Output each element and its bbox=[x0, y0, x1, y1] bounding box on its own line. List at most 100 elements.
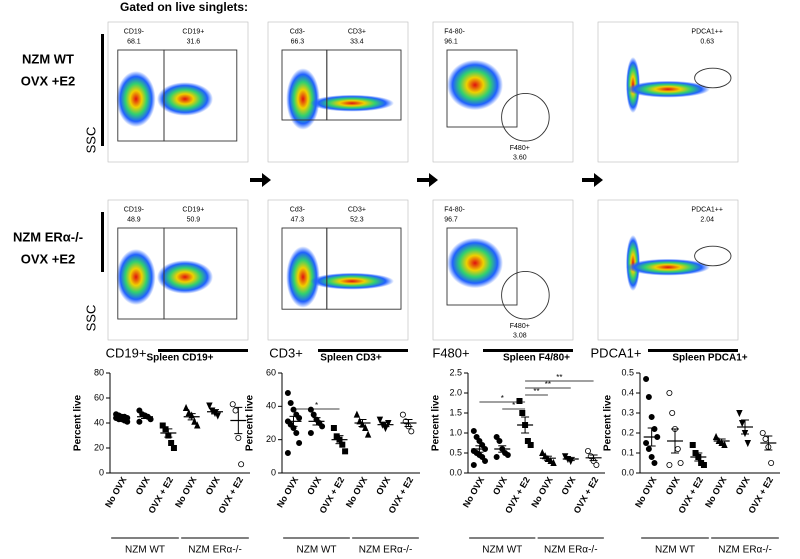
y-tick-label: 1.0 bbox=[449, 427, 462, 437]
significance-label: ** bbox=[533, 387, 539, 396]
x-tick-label: No OVX bbox=[633, 475, 658, 509]
gate-value: 47.3 bbox=[291, 216, 305, 223]
dot bbox=[476, 437, 483, 444]
dot bbox=[651, 459, 658, 466]
plot-frame bbox=[267, 21, 409, 163]
density-blob bbox=[626, 80, 710, 98]
dot bbox=[296, 414, 303, 421]
y-tick-label: 0.5 bbox=[621, 367, 634, 377]
dot bbox=[385, 420, 392, 428]
dot bbox=[310, 411, 317, 418]
y-tick-label: 80 bbox=[94, 367, 104, 377]
dot bbox=[191, 417, 198, 425]
dot bbox=[182, 403, 190, 411]
dot bbox=[482, 457, 489, 464]
y-tick-label: 0.2 bbox=[621, 427, 634, 437]
gate-value: 33.4 bbox=[350, 38, 364, 45]
dot bbox=[669, 409, 676, 416]
dot bbox=[738, 420, 746, 428]
y-axis-label: SSC bbox=[83, 127, 98, 154]
y-tick-label: 0.1 bbox=[621, 447, 634, 457]
gate-value: 96.1 bbox=[444, 38, 458, 45]
dot bbox=[206, 402, 213, 410]
dot bbox=[470, 461, 477, 468]
y-tick-label: 20 bbox=[94, 442, 104, 452]
dot bbox=[238, 461, 245, 468]
dot bbox=[736, 410, 743, 418]
dot bbox=[364, 430, 372, 438]
gate-value: 31.6 bbox=[187, 38, 201, 45]
gate-name: Cd3- bbox=[290, 207, 306, 214]
dot bbox=[504, 451, 511, 458]
gate-name: F4-80- bbox=[444, 29, 465, 36]
chart-title: Spleen F4/80+ bbox=[503, 353, 570, 364]
dot bbox=[651, 425, 658, 432]
x-tick-label: No OVX bbox=[173, 475, 198, 509]
arrows bbox=[250, 173, 603, 187]
group-label: NZM WT bbox=[297, 545, 337, 556]
gate bbox=[446, 49, 518, 128]
gate bbox=[326, 227, 402, 310]
gate bbox=[326, 49, 402, 121]
y-tick-label: 1.5 bbox=[449, 407, 462, 417]
dot bbox=[170, 444, 177, 451]
chart-title: Spleen CD19+ bbox=[147, 353, 214, 364]
y-tick-label: 40 bbox=[266, 401, 276, 411]
density-blob bbox=[157, 260, 213, 294]
gate-name: CD19- bbox=[124, 207, 145, 214]
gate-name: CD19+ bbox=[182, 207, 204, 214]
group-label: NZM ERα-/- bbox=[544, 545, 598, 556]
dot bbox=[648, 413, 655, 420]
significance-label: * bbox=[315, 401, 318, 410]
gate-name: PDCA1++ bbox=[691, 207, 723, 214]
x-axis-label: PDCA1+ bbox=[591, 345, 642, 360]
dot bbox=[319, 423, 326, 430]
dot bbox=[689, 441, 696, 448]
dot bbox=[235, 434, 242, 441]
gate-value: 2.04 bbox=[700, 216, 714, 223]
x-tick-label: OVX bbox=[559, 475, 577, 496]
y-tick-label: 0.3 bbox=[621, 407, 634, 417]
gate-value: 48.9 bbox=[127, 216, 141, 223]
density-blob bbox=[116, 71, 156, 127]
density-blob bbox=[157, 82, 213, 116]
dot bbox=[342, 448, 349, 455]
x-axis-label: CD3+ bbox=[269, 345, 303, 360]
dot bbox=[645, 393, 652, 400]
group-label: NZM WT bbox=[125, 545, 165, 556]
x-tick-label: OVX bbox=[134, 475, 152, 496]
y-tick-label: 0 bbox=[271, 467, 276, 477]
density-blob bbox=[310, 272, 394, 290]
row-label: OVX +E2 bbox=[21, 73, 76, 88]
dot bbox=[666, 389, 673, 396]
gate-value: 52.3 bbox=[350, 216, 364, 223]
y-axis-label: Percent live bbox=[245, 394, 256, 451]
gate-name: CD3+ bbox=[348, 29, 366, 36]
dot bbox=[168, 439, 175, 446]
dot bbox=[768, 459, 775, 466]
gate-name: CD19- bbox=[124, 29, 145, 36]
dot bbox=[759, 429, 766, 436]
dot bbox=[479, 453, 486, 460]
y-tick-label: 2.5 bbox=[449, 367, 462, 377]
gate bbox=[694, 67, 732, 89]
dot bbox=[296, 439, 303, 446]
y-tick-label: 40 bbox=[94, 417, 104, 427]
chart-title: Spleen CD3+ bbox=[320, 353, 382, 364]
dot bbox=[721, 440, 728, 448]
y-axis-label: Percent live bbox=[431, 394, 442, 451]
x-tick-label: No OVX bbox=[703, 475, 728, 509]
dot bbox=[353, 410, 361, 418]
y-tick-label: 0.0 bbox=[621, 467, 634, 477]
dot bbox=[762, 435, 769, 442]
y-tick-label: 0 bbox=[99, 467, 104, 477]
chart-title: Spleen PDCA1+ bbox=[672, 353, 747, 364]
dot bbox=[290, 406, 297, 413]
dot bbox=[539, 448, 546, 456]
gate-value: 68.1 bbox=[127, 38, 141, 45]
dot bbox=[519, 409, 526, 416]
gate-name: Cd3- bbox=[290, 29, 306, 36]
dot bbox=[712, 432, 720, 440]
dot bbox=[194, 421, 201, 429]
